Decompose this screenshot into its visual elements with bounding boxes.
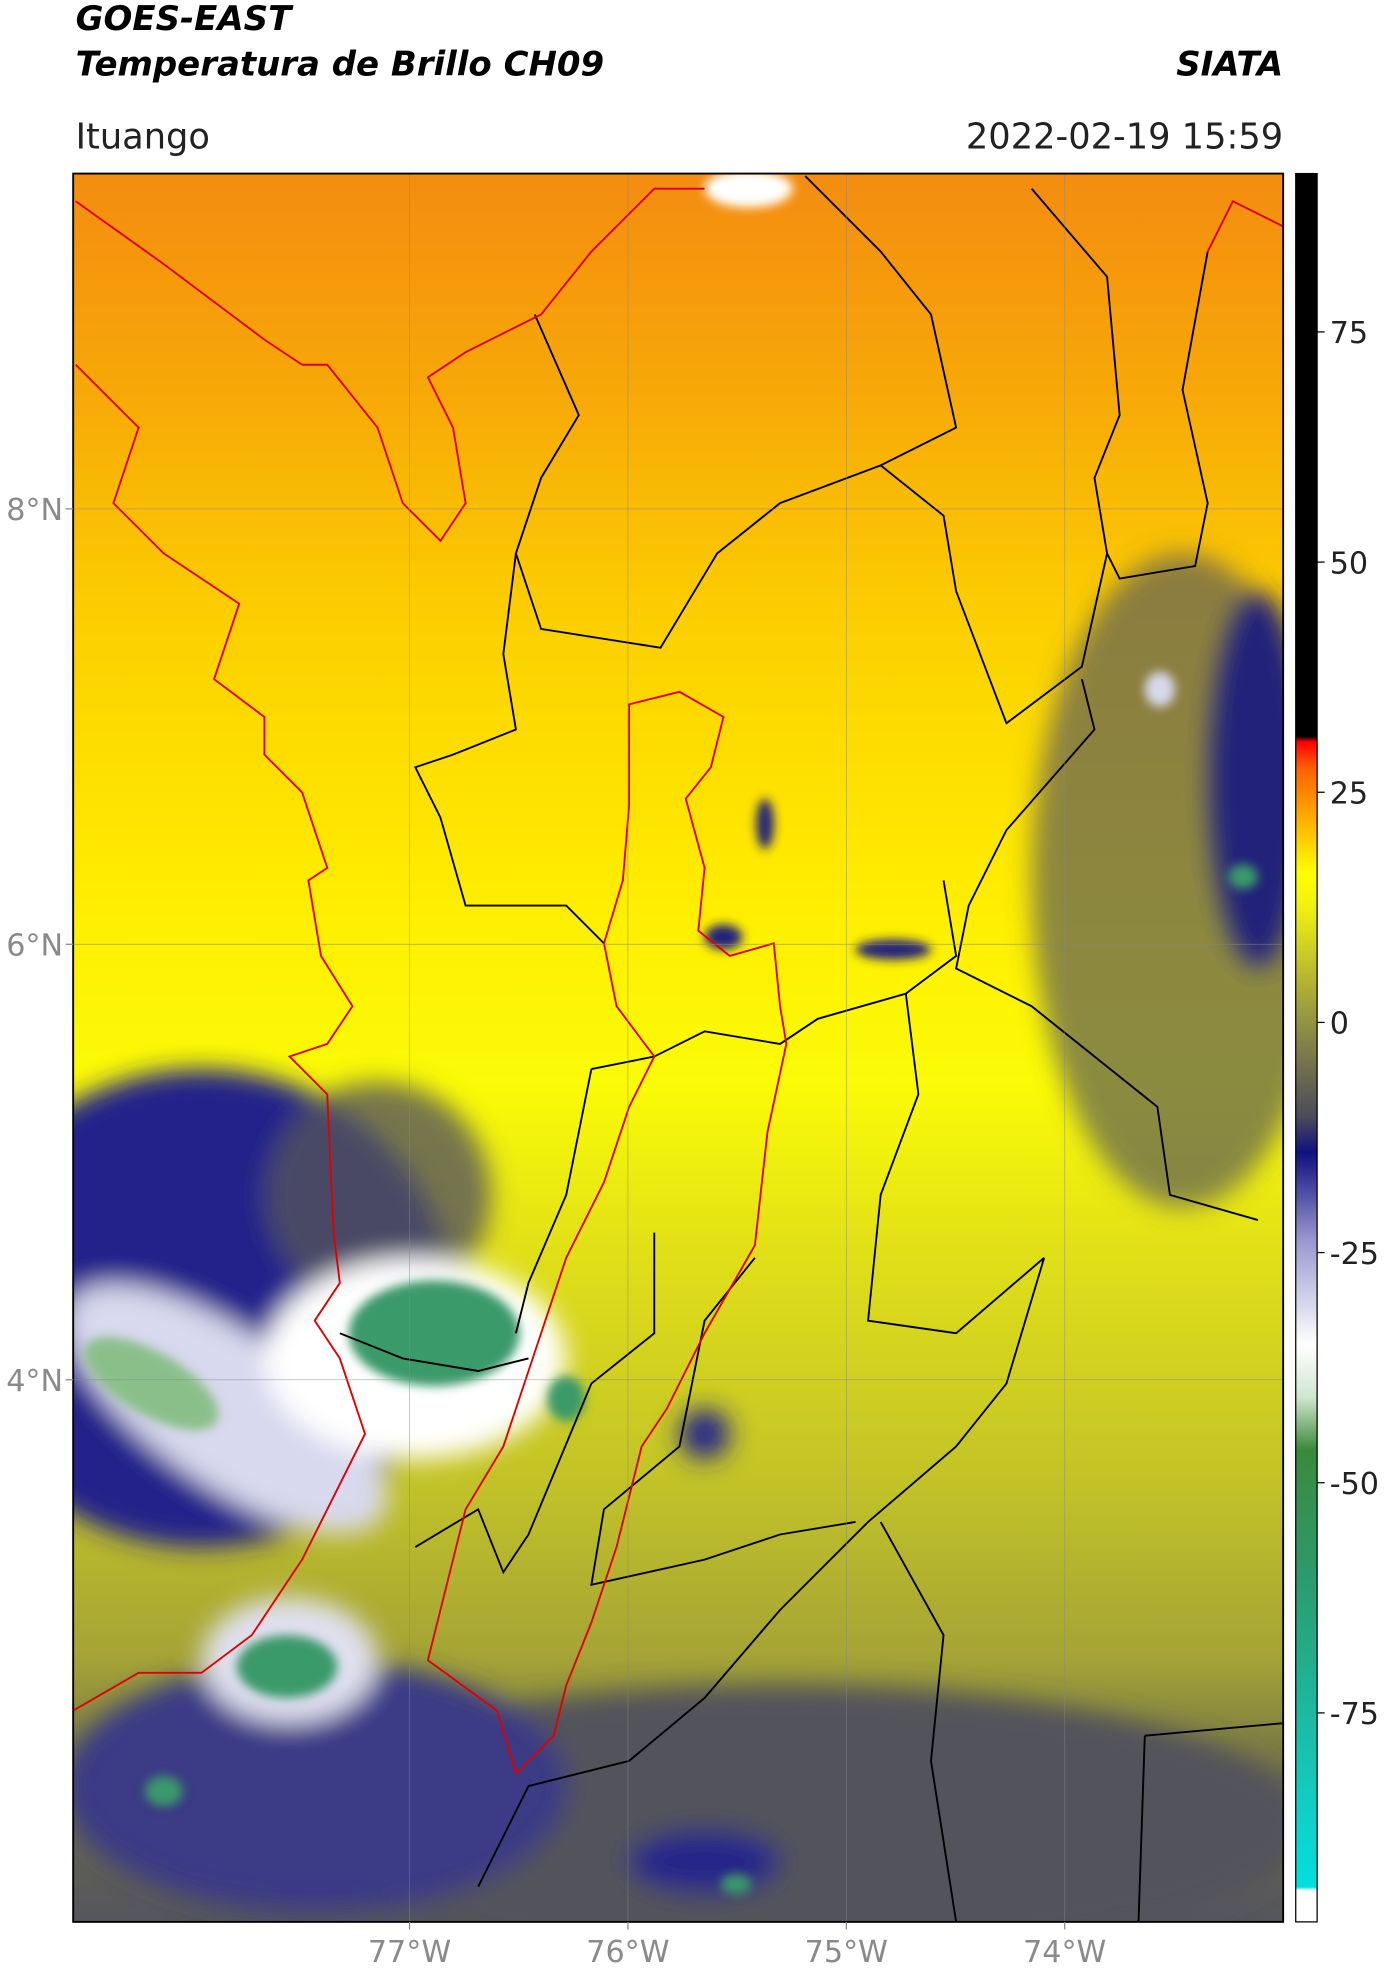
colorbar-tick-label: 0 [1330,1007,1349,1042]
subtitle: Temperatura de Brillo CH09 [76,44,604,84]
satellite-image [73,173,1284,1922]
colorbar-tick-label: -25 [1330,1237,1379,1272]
title: GOES-EAST [76,0,294,39]
x-tick-label: 74°W [1023,1935,1106,1970]
y-tick-label: 8°N [6,493,63,528]
map-frame [72,172,1285,1923]
colorbar-tick-label: -50 [1330,1467,1379,1502]
y-tick-label: 6°N [6,929,63,964]
datetime: 2022-02-19 15:59 [966,116,1283,157]
colorbar [1295,172,1318,1923]
colorbar-tick-label: -75 [1330,1697,1379,1732]
colorbar-tick-label: 50 [1330,546,1368,581]
agency: SIATA [1176,44,1283,84]
location: Ituango [76,116,210,157]
colorbar-tick-label: 25 [1330,777,1368,812]
x-tick-label: 76°W [586,1935,669,1970]
graticule [73,173,1284,1922]
x-tick-label: 77°W [368,1935,451,1970]
colorbar-tick-label: 75 [1330,316,1368,351]
x-tick-label: 75°W [805,1935,888,1970]
y-tick-label: 4°N [6,1364,63,1399]
